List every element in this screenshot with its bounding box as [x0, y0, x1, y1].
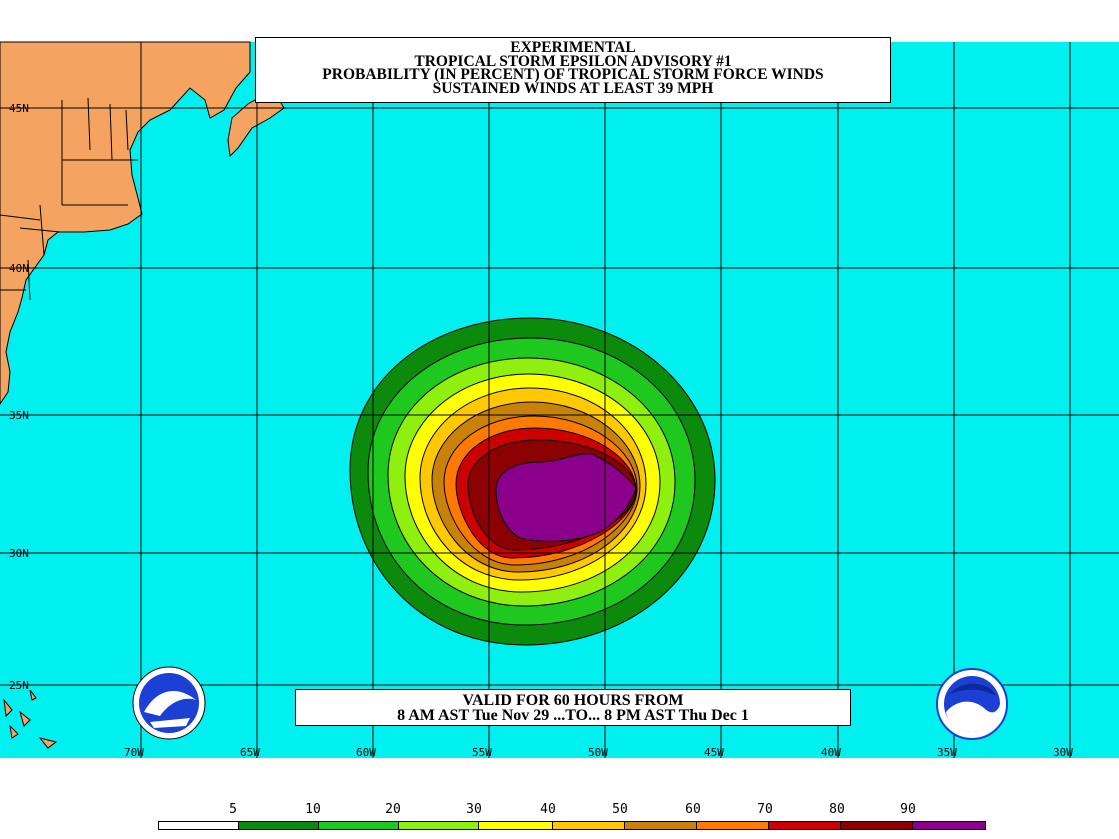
lon-label-65w: 65W	[240, 746, 260, 759]
lon-label-55w: 55W	[472, 746, 492, 759]
valid-line-1: VALID FOR 60 HOURS FROM	[462, 692, 684, 709]
legend-swatch-4	[479, 822, 553, 829]
lat-label-45n: 45N	[9, 102, 29, 115]
lat-label-25n: 25N	[9, 679, 29, 692]
contour-90	[495, 453, 637, 542]
legend-tick-10: 10	[305, 802, 321, 817]
legend-tick-40: 40	[540, 802, 556, 817]
legend-swatch-5	[553, 822, 625, 829]
lon-label-70w: 70W	[124, 746, 144, 759]
legend-swatch-3	[399, 822, 479, 829]
title-line-2: TROPICAL STORM EPSILON ADVISORY #1	[414, 52, 732, 70]
legend-swatch-0	[159, 822, 239, 829]
state-borders	[0, 97, 138, 301]
legend-tick-50: 50	[612, 802, 628, 817]
legend-color-bar	[158, 821, 986, 830]
legend-tick-90: 90	[900, 802, 916, 817]
title-line-4: SUSTAINED WINDS AT LEAST 39 MPH	[432, 79, 714, 97]
lon-label-40w: 40W	[821, 746, 841, 759]
legend-tick-80: 80	[829, 802, 845, 817]
lon-label-35w: 35W	[937, 746, 957, 759]
lat-label-30n: 30N	[9, 547, 29, 560]
title-line-1: EXPERIMENTAL	[510, 39, 636, 56]
lat-lon-grid	[0, 42, 1119, 758]
legend-tick-20: 20	[385, 802, 401, 817]
legend-tick-5: 5	[229, 802, 237, 817]
noaa-logo-icon	[936, 668, 1008, 740]
legend-swatch-2	[319, 822, 399, 829]
legend-swatch-6	[625, 822, 697, 829]
nws-logo-icon	[132, 666, 206, 740]
title-box: EXPERIMENTAL TROPICAL STORM EPSILON ADVI…	[255, 37, 891, 103]
lon-label-30w: 30W	[1053, 746, 1073, 759]
valid-period-box: VALID FOR 60 HOURS FROM 8 AM AST Tue Nov…	[295, 689, 851, 726]
lon-label-50w: 50W	[588, 746, 608, 759]
legend-swatch-8	[769, 822, 841, 829]
legend-tick-70: 70	[757, 802, 773, 817]
lon-label-45w: 45W	[704, 746, 724, 759]
legend-swatch-7	[697, 822, 769, 829]
probability-contours	[349, 317, 716, 646]
lat-label-35n: 35N	[9, 409, 29, 422]
legend-tick-30: 30	[466, 802, 482, 817]
lon-label-60w: 60W	[356, 746, 376, 759]
valid-line-2: 8 AM AST Tue Nov 29 ...TO... 8 PM AST Th…	[397, 707, 749, 724]
title-line-3: PROBABILITY (IN PERCENT) OF TROPICAL STO…	[322, 66, 824, 83]
legend-swatch-9	[841, 822, 913, 829]
legend-swatch-1	[239, 822, 319, 829]
caribbean-islands	[3, 689, 58, 749]
legend-swatch-10	[913, 822, 985, 829]
lat-label-40n: 40N	[9, 262, 29, 275]
legend-tick-60: 60	[685, 802, 701, 817]
